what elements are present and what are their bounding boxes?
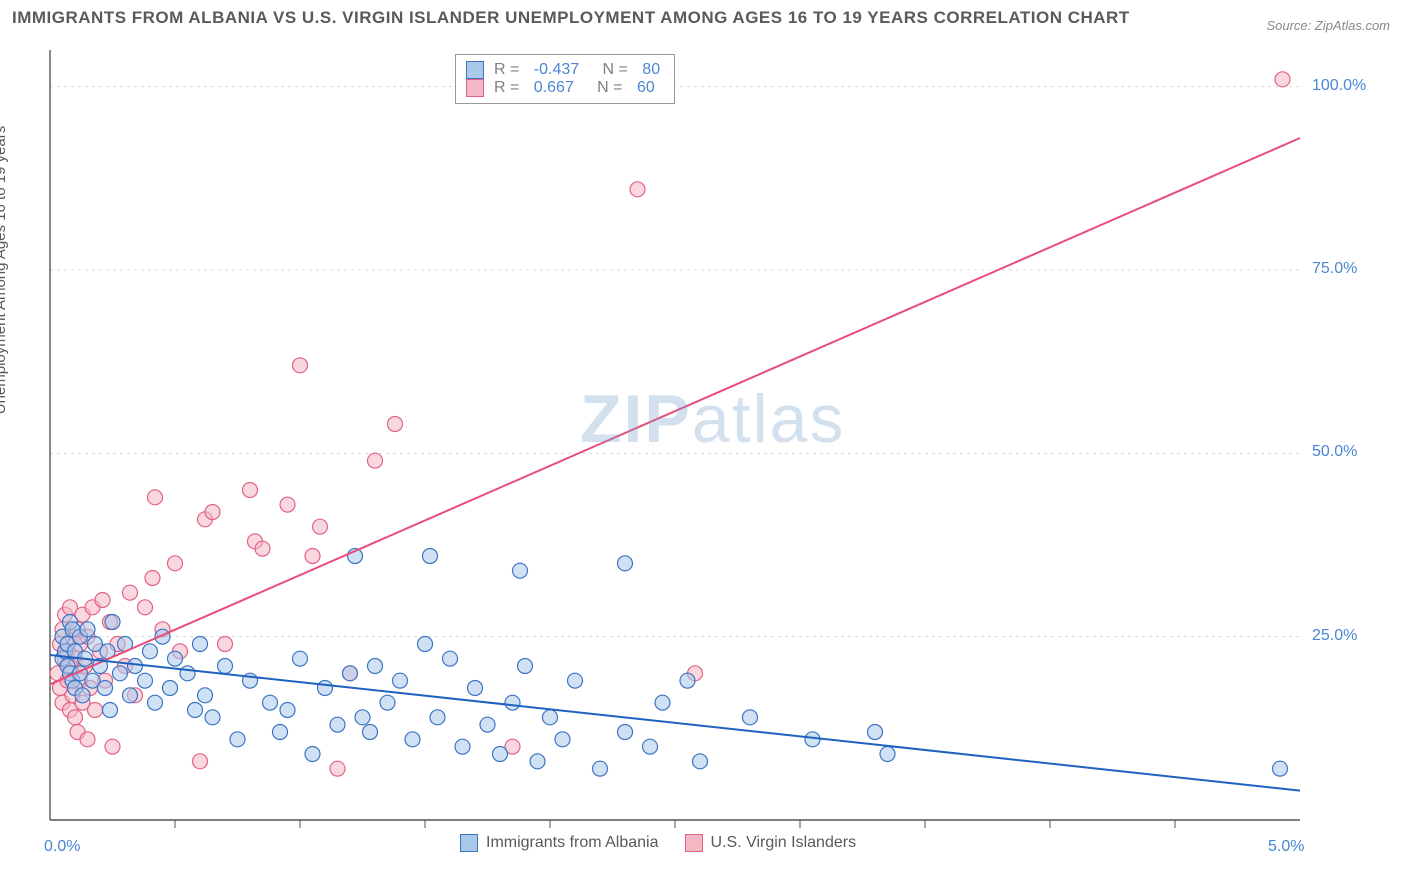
legend-swatch-icon	[466, 79, 484, 97]
legend-item: U.S. Virgin Islanders	[685, 834, 857, 852]
stat-n-label: N =	[589, 61, 632, 79]
stat-r-label: R =	[494, 61, 524, 79]
stat-n-label: N =	[584, 79, 627, 97]
chart-container: IMMIGRANTS FROM ALBANIA VS U.S. VIRGIN I…	[0, 0, 1406, 892]
stats-row: R = 0.667 N = 60	[466, 79, 660, 97]
stat-n-value: 80	[642, 61, 660, 79]
x-axis-max-label: 5.0%	[1268, 838, 1304, 856]
y-tick-label: 75.0%	[1312, 260, 1357, 278]
stats-row: R = -0.437 N = 80	[466, 61, 660, 79]
legend-item: Immigrants from Albania	[460, 834, 659, 852]
stat-r-label: R =	[494, 79, 524, 97]
y-tick-label: 25.0%	[1312, 627, 1357, 645]
stat-n-value: 60	[637, 79, 655, 97]
x-axis-min-label: 0.0%	[44, 838, 80, 856]
chart-legend: Immigrants from Albania U.S. Virgin Islan…	[460, 834, 856, 852]
legend-swatch-icon	[460, 834, 478, 852]
stat-r-value: 0.667	[534, 79, 574, 97]
scatter-plot	[0, 0, 1406, 892]
legend-swatch-icon	[466, 61, 484, 79]
legend-swatch-icon	[685, 834, 703, 852]
legend-label: U.S. Virgin Islanders	[711, 834, 857, 852]
y-tick-label: 50.0%	[1312, 443, 1357, 461]
correlation-stats-box: R = -0.437 N = 80R = 0.667 N = 60	[455, 54, 675, 104]
stat-r-value: -0.437	[534, 61, 579, 79]
legend-label: Immigrants from Albania	[486, 834, 659, 852]
y-tick-label: 100.0%	[1312, 77, 1366, 95]
